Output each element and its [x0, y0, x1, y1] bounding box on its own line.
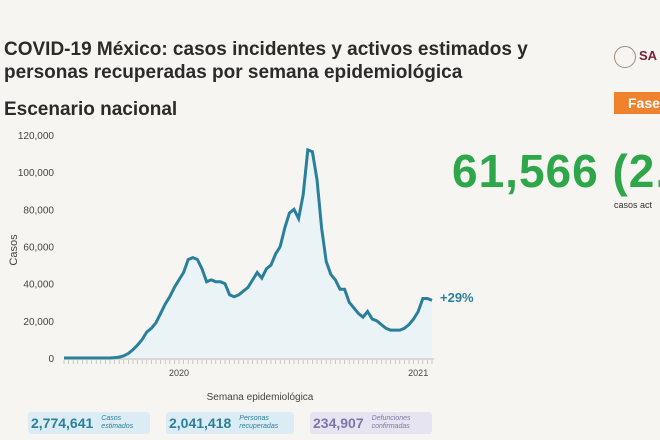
cases-line — [64, 147, 433, 360]
y-tick-label: 60,000 — [23, 243, 54, 254]
x-axis-label: Semana epidemiológica — [207, 392, 314, 403]
y-tick-label: 20,000 — [23, 317, 54, 328]
change-annotation: +29% — [440, 290, 474, 305]
deaths-label-2: confirmadas — [371, 423, 410, 430]
recovered-box: 2,041,418 Personas recuperadas — [166, 412, 294, 434]
y-axis-label: Casos — [8, 234, 20, 266]
y-tick-label: 100,000 — [18, 168, 55, 179]
y-tick-label: 120,000 — [18, 131, 55, 142]
y-tick-label: 80,000 — [23, 205, 54, 216]
recovered-value: 2,041,418 — [169, 415, 232, 431]
logo-text: SA — [639, 48, 658, 63]
phase-badge: Fase — [614, 92, 660, 114]
y-axis: 0 20,000 40,000 60,000 80,000 100,000 120,000 — [18, 131, 55, 365]
page-title: COVID-19 México: casos incidentes y acti… — [4, 38, 604, 84]
deaths-label-1: Defunciones — [371, 415, 411, 422]
deaths-box: 234,907 Defunciones confirmadas — [310, 412, 432, 434]
x-tick-label: 2020 — [169, 368, 189, 378]
seal-icon — [614, 46, 636, 68]
active-cases-caption: casos act — [614, 200, 653, 210]
cases-area — [64, 149, 432, 358]
estimated-cases-label-1: Casos — [101, 415, 122, 422]
y-tick-label: 0 — [48, 354, 54, 365]
estimated-cases-label-2: estimados — [101, 423, 134, 430]
cases-chart: 020,00040,00060,00080,000100,000120,000 … — [8, 131, 434, 403]
estimated-cases-label: Casos estimados — [101, 415, 133, 431]
deaths-value: 234,907 — [313, 415, 364, 431]
government-logo: SA — [612, 42, 660, 72]
scenario-subtitle: Escenario nacional — [4, 99, 178, 120]
recovered-label: Personas recuperadas — [239, 415, 278, 431]
estimated-cases-value: 2,774,641 — [31, 415, 94, 431]
recovered-label-2: recuperadas — [239, 423, 279, 430]
deaths-label: Defunciones confirmadas — [372, 415, 411, 431]
active-cases-value: 61,566 (2. — [452, 145, 660, 197]
title-line-1: COVID-19 México: casos incidentes y acti… — [4, 39, 528, 60]
y-tick-label: 40,000 — [23, 280, 54, 291]
x-axis: 2020 2021 — [63, 358, 434, 378]
title-line-2: personas recuperadas por semana epidemio… — [4, 62, 463, 83]
x-tick-label: 2021 — [408, 368, 428, 378]
recovered-label-1: Personas — [239, 415, 269, 422]
estimated-cases-box: 2,774,641 Casos estimados — [28, 412, 150, 434]
